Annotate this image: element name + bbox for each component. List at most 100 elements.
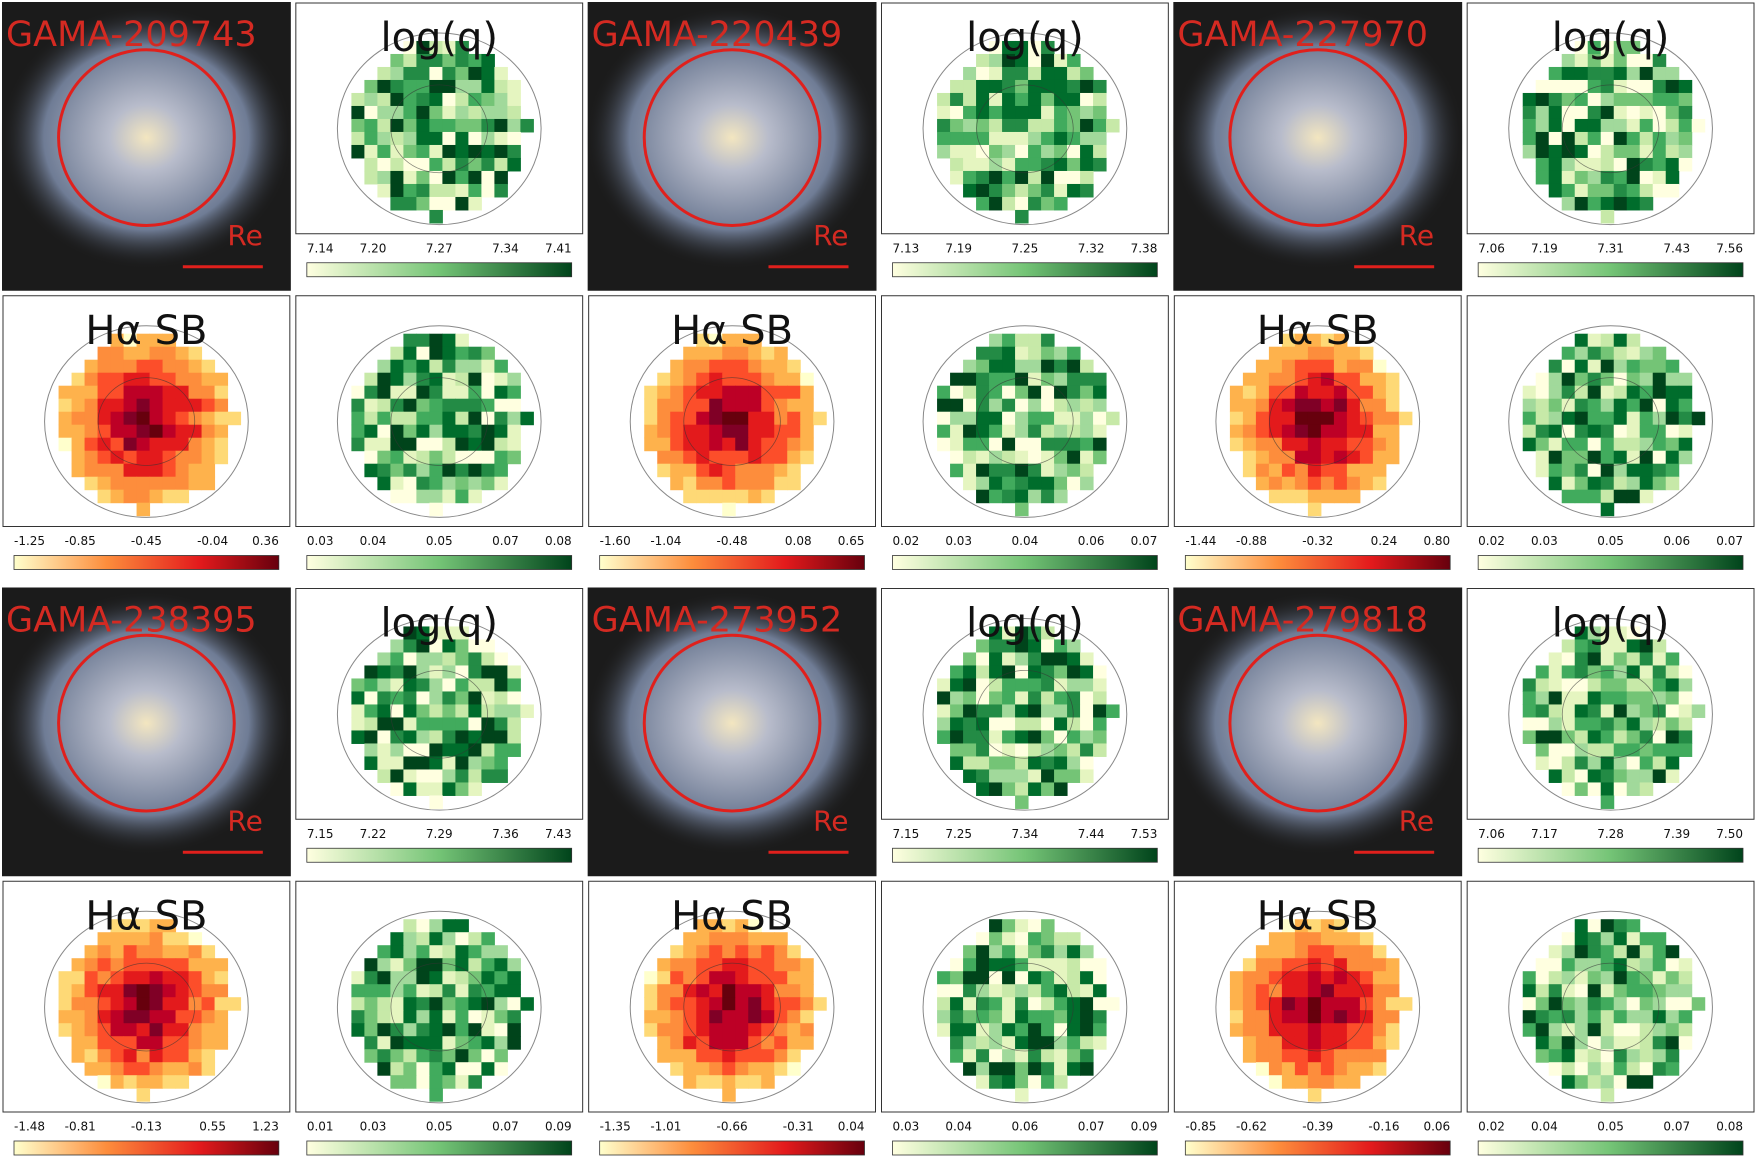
map-pixel [429,359,443,374]
map-pixel [657,398,671,413]
map-pixel [390,691,404,705]
map-pixel [1333,333,1348,348]
map-pixel [1587,958,1602,972]
map-pixel [1054,639,1068,653]
re-label: Re [227,219,262,252]
map-pixel [1093,372,1107,387]
map-pixel [1372,372,1387,387]
map-pixel [403,984,417,998]
map-pixel [1268,971,1283,985]
map-pixel [644,398,658,413]
map-pixel [442,40,456,55]
colorbar-tick-label: 7.34 [1012,827,1039,841]
map-pixel [110,932,125,946]
map-pixel [201,1023,216,1037]
map-pixel [696,411,710,426]
map-pixel [162,359,177,374]
map-pixel [377,144,391,159]
map-pixel [748,971,762,985]
map-pixel [1028,652,1042,666]
map-pixel [1613,53,1628,68]
map-pixel [1678,997,1693,1011]
map-pixel [644,411,658,426]
map-pixel [481,1062,495,1076]
map-pixel [1665,157,1680,172]
map-pixel [1574,346,1589,361]
map-pixel [976,769,990,783]
map-pixel [377,704,391,718]
map-pixel [429,958,443,972]
map-pixel [1626,118,1641,133]
map-pixel [1665,1062,1680,1076]
map-pixel [1041,665,1055,679]
map-pixel [1320,346,1335,361]
map-pixel [377,945,391,959]
map-pixel [175,398,190,413]
map-pixel [709,1023,723,1037]
map-pixel [1028,730,1042,744]
map-pixel [1587,1062,1602,1076]
map-pixel [1678,118,1693,133]
map-pixel [1678,424,1693,439]
map-pixel [1002,691,1016,705]
map-pixel [683,1036,697,1050]
map-pixel [201,984,216,998]
map-pixel [963,92,977,107]
contour [1561,962,1660,1052]
map-pixel [442,626,456,640]
map-pixel [416,424,430,439]
map-pixel [1320,385,1335,400]
map-pixel [709,1010,723,1024]
map-pixel [1561,489,1576,504]
map-pixel [696,372,710,387]
map-pixel [1067,984,1081,998]
map-pixel [481,691,495,705]
map-pixel [1574,489,1589,504]
map-pixel [494,1023,508,1037]
map-pixel [1080,183,1094,198]
map-pixel [989,359,1003,374]
map-pixel [1587,984,1602,998]
map-pixel [1574,1075,1589,1089]
map-pixel [976,170,990,185]
map-pixel [1307,932,1322,946]
re-label: Re [813,804,848,837]
map-pixel [468,424,482,439]
map-pixel [709,476,723,491]
map-pixel [735,437,749,452]
map-pixel [683,932,697,946]
map-pixel [735,359,749,374]
map-pixel [1626,678,1641,692]
map-pixel [1080,984,1094,998]
map-pixel [455,756,469,770]
map-pixel [110,372,125,387]
colorbar-tick-label: -1.01 [650,1120,681,1134]
map-pixel [1639,945,1654,959]
map-pixel [455,1075,469,1089]
map-pixel [709,958,723,972]
map-pixel [1626,333,1641,348]
map-pixel [1372,971,1387,985]
map-pixel [1268,359,1283,374]
map-pixel [494,652,508,666]
map-pixel [188,932,203,946]
colorbar-tick-label: 0.07 [1131,534,1158,548]
map-pixel [1294,1010,1309,1024]
map-pixel [110,984,125,998]
map-pixel [709,333,723,348]
map-pixel [494,756,508,770]
map-pixel [1613,92,1628,107]
map-pixel [364,144,378,159]
map-pixel [1067,463,1081,478]
map-pixel [1600,626,1615,640]
map-pixel [507,79,521,94]
map-pixel [963,971,977,985]
map-pixel [390,157,404,172]
map-pixel [1652,1062,1667,1076]
map-pixel [1652,476,1667,491]
map-pixel [84,997,99,1011]
map-pixel [1587,411,1602,426]
map-pixel [1535,997,1550,1011]
map-pixel [696,1062,710,1076]
map-pixel [494,704,508,718]
